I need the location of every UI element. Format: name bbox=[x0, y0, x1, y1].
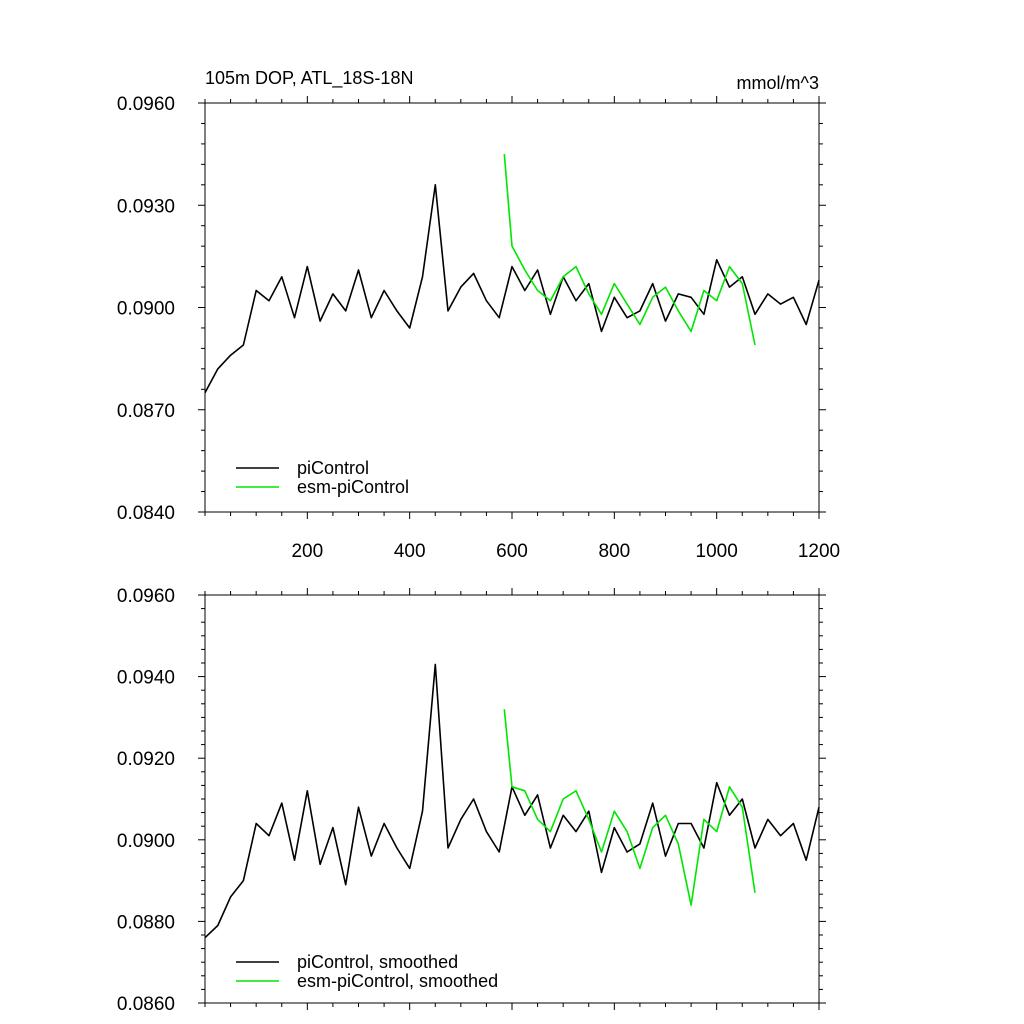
y-tick-label: 0.0900 bbox=[117, 299, 175, 320]
top-panel: 0.0840 0.0870 0.0900 0.0930 0.0960 200 400 600 8… bbox=[117, 68, 840, 562]
y-tick-label: 0.0880 bbox=[117, 912, 175, 933]
x-tick-label: 1000 bbox=[696, 541, 738, 562]
y-tick-label: 0.0920 bbox=[117, 749, 175, 770]
series-line-esm-picontrol bbox=[503, 154, 756, 346]
y-tick-label: 0.0860 bbox=[117, 994, 175, 1015]
y-tick-label: 0.0940 bbox=[117, 668, 175, 689]
units-label: mmol/m^3 bbox=[737, 73, 819, 93]
x-tick-label: 200 bbox=[291, 541, 323, 562]
plot-frame bbox=[204, 594, 820, 1004]
legend-label: piControl, smoothed bbox=[297, 952, 458, 972]
y-tick-label: 0.0930 bbox=[117, 196, 175, 217]
x-tick-label: 400 bbox=[394, 541, 426, 562]
chart-title: 105m DOP, ATL_18S-18N bbox=[205, 68, 413, 89]
y-tick-label: 0.0900 bbox=[117, 831, 175, 852]
x-tick-label: 800 bbox=[598, 541, 630, 562]
legend-label: esm-piControl bbox=[297, 477, 409, 497]
y-tick-label: 0.0840 bbox=[117, 503, 175, 524]
x-tick-label: 600 bbox=[496, 541, 528, 562]
series-line-picontrol bbox=[204, 663, 820, 939]
series-line-esm-picontrol bbox=[503, 709, 756, 906]
y-tick-label: 0.0870 bbox=[117, 401, 175, 422]
legend-label: esm-piControl, smoothed bbox=[297, 971, 498, 991]
bottom-panel: 0.0860 0.0880 0.0900 0.0920 0.0940 0.0960 piCo… bbox=[117, 586, 826, 1015]
y-tick-label: 0.0960 bbox=[117, 94, 175, 115]
series-line-picontrol bbox=[204, 184, 820, 394]
x-tick-label: 1200 bbox=[798, 541, 840, 562]
y-tick-label: 0.0960 bbox=[117, 586, 175, 607]
legend-label: piControl bbox=[297, 458, 369, 478]
